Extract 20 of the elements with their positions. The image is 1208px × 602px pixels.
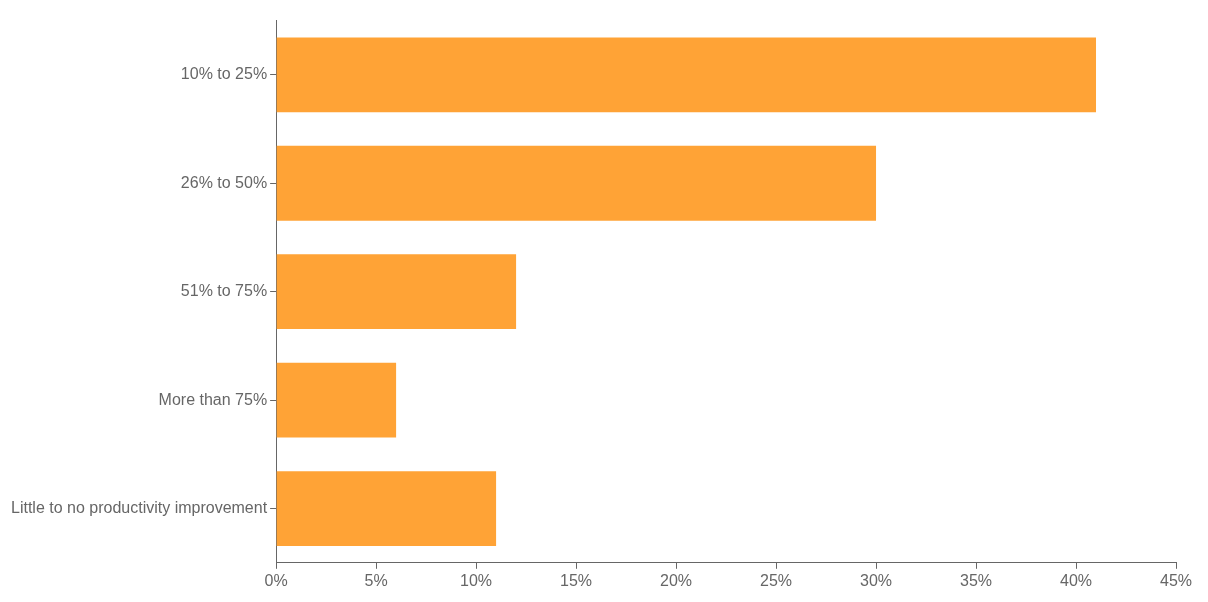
x-tick-label: 5% (364, 571, 388, 589)
bar (276, 471, 497, 546)
bar (276, 145, 877, 221)
x-tick-label: 0% (264, 571, 288, 589)
x-tick-label: 20% (660, 571, 693, 589)
bar (276, 37, 1097, 113)
y-tick-label: 26% to 50% (180, 173, 268, 191)
x-tick-label: 10% (460, 571, 493, 589)
x-tick-label: 15% (560, 571, 593, 589)
x-tick-label: 25% (760, 571, 793, 589)
y-tick-label: 51% to 75% (180, 282, 268, 300)
x-tick-label: 35% (960, 571, 993, 589)
y-tick-label: 10% to 25% (180, 65, 268, 83)
y-tick-label: More than 75% (158, 390, 268, 408)
x-tick-label: 45% (1159, 571, 1193, 589)
x-tick-label: 40% (1060, 571, 1093, 589)
y-tick-label: Little to no productivity improvement (10, 498, 268, 516)
x-tick-label: 30% (860, 571, 893, 589)
bar (276, 254, 517, 330)
bar (276, 362, 397, 438)
